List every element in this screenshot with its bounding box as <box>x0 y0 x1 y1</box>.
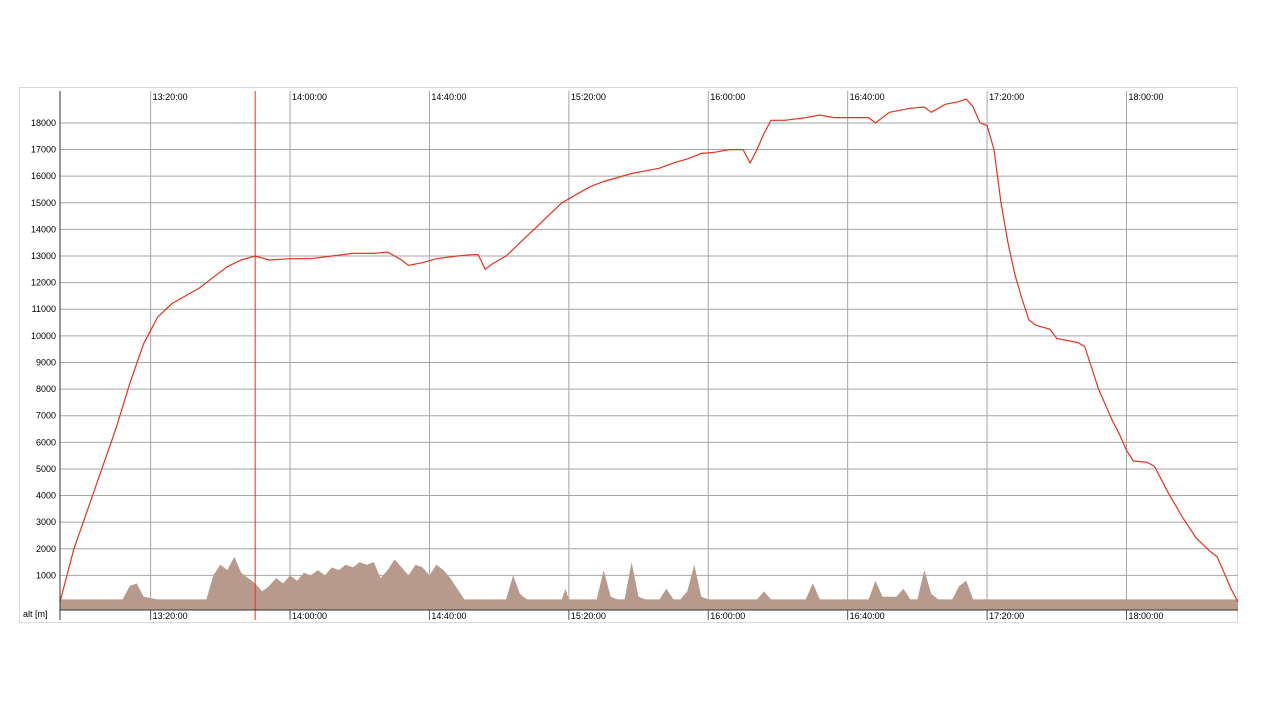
y-tick-label: 14000 <box>31 224 56 234</box>
x-tick-label-bottom: 13:20:00 <box>153 611 188 621</box>
y-tick-label: 17000 <box>31 145 56 155</box>
y-tick-label: 18000 <box>31 118 56 128</box>
y-tick-label: 3000 <box>36 517 56 527</box>
chart-frame: 1000 2000 3000 4000 5000 6000 7000 8000 9000 1000… <box>19 87 1239 623</box>
background-area-layer <box>60 556 1238 610</box>
altitude-line-layer <box>59 91 1239 620</box>
y-tick-label: 16000 <box>31 171 56 181</box>
x-tick-label-top: 16:40:00 <box>850 92 885 102</box>
y-axis-label: alt [m] <box>23 609 48 619</box>
y-tick-label: 10000 <box>31 331 56 341</box>
x-tick-label-bottom: 17:20:00 <box>989 611 1024 621</box>
y-tick-label: 11000 <box>32 304 56 314</box>
x-tick-label-bottom: 14:40:00 <box>431 611 466 621</box>
axis-layer <box>59 91 1238 620</box>
x-tick-label-top: 14:40:00 <box>431 92 466 102</box>
x-tick-label-top: 13:20:00 <box>153 92 188 102</box>
background-area-series <box>60 556 1238 610</box>
y-tick-label: 1000 <box>36 570 56 580</box>
y-tick-label: 13000 <box>31 251 56 261</box>
altitude-chart: 1000 2000 3000 4000 5000 6000 7000 8000 9000 1000… <box>23 91 1239 621</box>
y-tick-label: 8000 <box>36 384 56 394</box>
y-tick-label: 6000 <box>36 437 56 447</box>
y-tick-label: 2000 <box>36 544 56 554</box>
x-tick-label-top: 14:00:00 <box>292 92 327 102</box>
x-tick-label-top: 16:00:00 <box>710 92 745 102</box>
x-tick-label-bottom: 18:00:00 <box>1128 611 1163 621</box>
y-tick-label: 9000 <box>36 357 56 367</box>
x-tick-label-bottom: 14:00:00 <box>292 611 327 621</box>
x-tick-label-top: 17:20:00 <box>989 92 1024 102</box>
y-tick-label: 5000 <box>36 464 56 474</box>
x-tick-label-bottom: 15:20:00 <box>571 611 606 621</box>
y-tick-label: 15000 <box>31 198 56 208</box>
altitude-series-line <box>59 98 1239 603</box>
y-tick-label: 12000 <box>31 278 56 288</box>
x-tick-label-bottom: 16:40:00 <box>850 611 885 621</box>
grid-layer <box>60 91 1238 610</box>
y-tick-label: 7000 <box>36 411 56 421</box>
y-tick-label: 4000 <box>36 491 56 501</box>
x-tick-label-top: 15:20:00 <box>571 92 606 102</box>
x-tick-label-bottom: 16:00:00 <box>710 611 745 621</box>
x-tick-label-top: 18:00:00 <box>1128 92 1163 102</box>
tick-label-layer: 1000 2000 3000 4000 5000 6000 7000 8000 9000 1000… <box>23 92 1164 621</box>
